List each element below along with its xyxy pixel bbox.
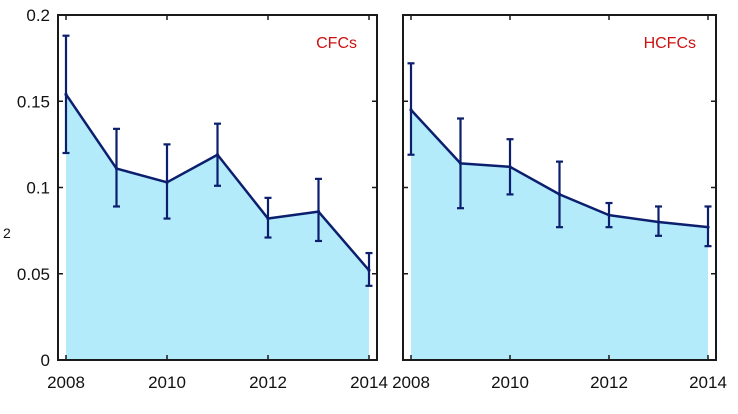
panel-2-data-point: [656, 220, 661, 224]
panel-2-data-point: [409, 108, 413, 112]
panel-1-y-tick-label: 0.15: [17, 92, 50, 111]
panel-1-data-point: [114, 166, 119, 171]
panel-2-data-point: [706, 225, 710, 229]
panel-2-x-tick-label: 2008: [392, 373, 430, 392]
panel-2-x-tick-label: 2010: [491, 373, 529, 392]
panel-1-area-fill: [66, 94, 369, 360]
panel-1-data-point: [165, 180, 169, 184]
panel-1-y-tick-label: 0.2: [26, 6, 50, 25]
panel-1-x-tick-label: 2014: [350, 373, 388, 392]
panel-2-label: HCFCs: [644, 35, 696, 52]
panel-1-data-point: [64, 92, 68, 96]
panel-1-label: CFCs: [316, 35, 357, 52]
panel-1-x-tick-label: 2010: [148, 373, 186, 392]
panel-2-data-point: [508, 165, 512, 169]
panel-1-x-tick-label: 2012: [249, 373, 287, 392]
panel-2-x-tick-label: 2012: [590, 373, 628, 392]
panel-1-x-tick-label: 2008: [47, 373, 85, 392]
panel-1-data-point: [316, 210, 321, 214]
panel-2-x-tick-label: 2014: [689, 373, 727, 392]
panel-1-y-tick-label: 0: [41, 351, 50, 370]
panel-1-data-point: [266, 216, 270, 221]
panel-1-y-tick-label: 0.05: [17, 265, 50, 284]
panel-2-data-point: [458, 161, 463, 165]
panel-2-area-fill: [411, 109, 708, 360]
panel-2-data-point: [557, 192, 562, 196]
y-axis-label: 2: [3, 225, 11, 241]
panel-1-data-point: [215, 153, 220, 157]
panel-2-data-point: [607, 213, 611, 217]
panel-1-y-tick-label: 0.1: [26, 179, 50, 198]
panel-1-data-point: [367, 268, 371, 272]
